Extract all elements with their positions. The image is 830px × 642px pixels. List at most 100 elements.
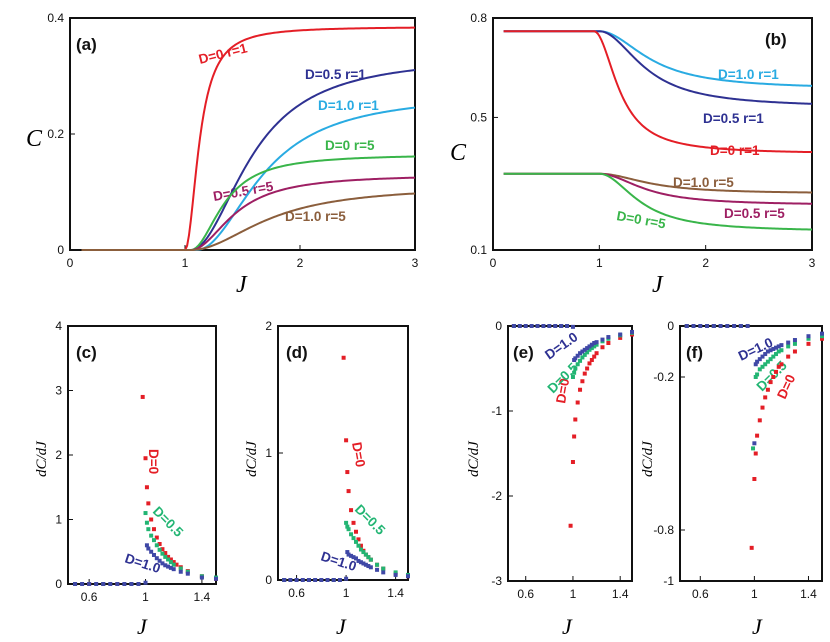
point-f-2-3 <box>705 324 710 328</box>
x-tick-label-c-1: 1 <box>142 590 149 604</box>
point-d-1-10 <box>358 547 363 552</box>
point-c-2-10 <box>143 580 148 585</box>
point-e-2-20 <box>592 341 597 345</box>
panel-d <box>277 325 409 581</box>
point-e-2-7 <box>553 324 558 328</box>
x-tick-label-a-1: 1 <box>182 256 189 270</box>
point-d-2-2 <box>294 578 299 582</box>
point-e-1-12 <box>589 346 594 351</box>
x-tick-label-c-0: 0.6 <box>81 590 98 604</box>
point-d-2-0 <box>282 578 287 582</box>
point-e-2-12 <box>573 356 578 361</box>
point-f-2-23 <box>792 338 797 343</box>
point-e-1-3 <box>570 375 575 379</box>
point-f-2-25 <box>820 331 824 336</box>
x-tick-label-b-3: 3 <box>809 256 816 270</box>
point-e-2-15 <box>580 349 585 354</box>
point-f-0-14 <box>776 364 781 369</box>
point-d-0-11 <box>358 543 363 548</box>
curve-label-b-0: D=1.0 r=1 <box>718 67 779 82</box>
x-tick-label-d-0: 0.6 <box>288 586 305 600</box>
point-e-2-19 <box>589 342 594 347</box>
point-c-1-9 <box>157 547 162 552</box>
point-d-1-14 <box>368 557 373 562</box>
point-f-1-15 <box>786 344 791 349</box>
point-c-2-23 <box>185 571 190 576</box>
point-e-2-14 <box>578 351 583 356</box>
point-e-1-8 <box>580 355 585 360</box>
point-f-1-10 <box>768 357 773 362</box>
x-tick-label-d-2: 1.4 <box>387 586 404 600</box>
point-e-2-3 <box>529 324 534 328</box>
series-line-a-5 <box>81 192 416 251</box>
point-d-1-13 <box>366 555 371 560</box>
point-d-2-22 <box>375 567 380 572</box>
point-d-2-20 <box>366 564 371 569</box>
y-tick-label-a-1: 0.2 <box>47 127 64 141</box>
point-e-2-18 <box>587 344 592 349</box>
point-f-0-7 <box>757 418 762 423</box>
point-f-0-18 <box>806 341 811 346</box>
point-d-1-15 <box>375 562 380 567</box>
point-c-1-12 <box>166 557 171 562</box>
y-tick-label-e-0: -3 <box>491 574 502 588</box>
y-tick-label-b-0: 0.1 <box>470 243 487 257</box>
point-e-0-14 <box>592 354 597 359</box>
point-e-0-12 <box>587 361 592 366</box>
x-axis-label-d: J <box>336 614 347 639</box>
point-c-1-15 <box>178 566 183 571</box>
point-c-2-2 <box>87 582 92 586</box>
point-d-2-12 <box>346 552 351 557</box>
point-d-2-8 <box>331 578 336 582</box>
y-tick-label-b-1: 0.5 <box>470 110 487 124</box>
point-c-1-14 <box>171 562 176 567</box>
point-d-0-7 <box>349 508 354 513</box>
point-e-0-3 <box>568 523 573 528</box>
point-e-2-17 <box>585 346 590 351</box>
point-e-2-4 <box>535 324 540 328</box>
x-tick-label-b-2: 2 <box>702 256 709 270</box>
x-axis-label-b: J <box>652 272 664 298</box>
x-tick-label-c-2: 1.4 <box>194 590 211 604</box>
y-tick-label-d-1: 1 <box>265 446 272 460</box>
point-c-2-25 <box>214 576 218 581</box>
point-f-0-8 <box>760 405 765 410</box>
point-d-2-14 <box>351 555 356 560</box>
point-f-2-12 <box>755 359 760 364</box>
x-tick-label-e-0: 0.6 <box>517 587 534 601</box>
curve-label-c-1: D=0.5 <box>150 504 187 541</box>
point-f-1-11 <box>771 354 776 359</box>
point-d-2-1 <box>288 578 293 582</box>
point-d-0-3 <box>341 355 346 360</box>
point-d-1-12 <box>363 552 368 557</box>
point-d-1-8 <box>354 539 358 544</box>
point-c-1-5 <box>146 527 151 532</box>
point-c-0-19 <box>174 562 179 567</box>
point-d-2-5 <box>313 578 318 582</box>
point-f-1-13 <box>776 349 781 354</box>
x-tick-label-f-2: 1.4 <box>800 587 817 601</box>
point-e-0-16 <box>600 345 605 350</box>
point-c-1-13 <box>168 560 173 565</box>
y-tick-label-f-2: -0.2 <box>653 370 674 384</box>
panel-label-c: (c) <box>76 343 97 362</box>
point-f-1-8 <box>763 362 768 367</box>
point-e-1-7 <box>578 358 583 363</box>
y-tick-label-c-3: 3 <box>55 384 62 398</box>
point-c-0-11 <box>151 527 156 532</box>
point-f-2-4 <box>711 324 716 328</box>
point-f-2-18 <box>771 346 776 351</box>
point-f-0-11 <box>768 380 773 385</box>
point-c-2-12 <box>146 546 151 551</box>
y-tick-label-f-1: -0.8 <box>653 523 674 537</box>
panel-c <box>67 325 217 585</box>
point-c-0-9 <box>146 501 151 506</box>
y-axis-label-e: dC/dJ <box>466 440 482 477</box>
panel-label-b: (b) <box>765 30 787 49</box>
point-d-1-7 <box>351 536 356 541</box>
point-e-2-8 <box>559 324 564 328</box>
point-d-0-6 <box>346 489 351 494</box>
panel-label-e: (e) <box>513 343 534 362</box>
point-e-2-9 <box>565 324 570 328</box>
point-d-0-5 <box>345 470 350 475</box>
